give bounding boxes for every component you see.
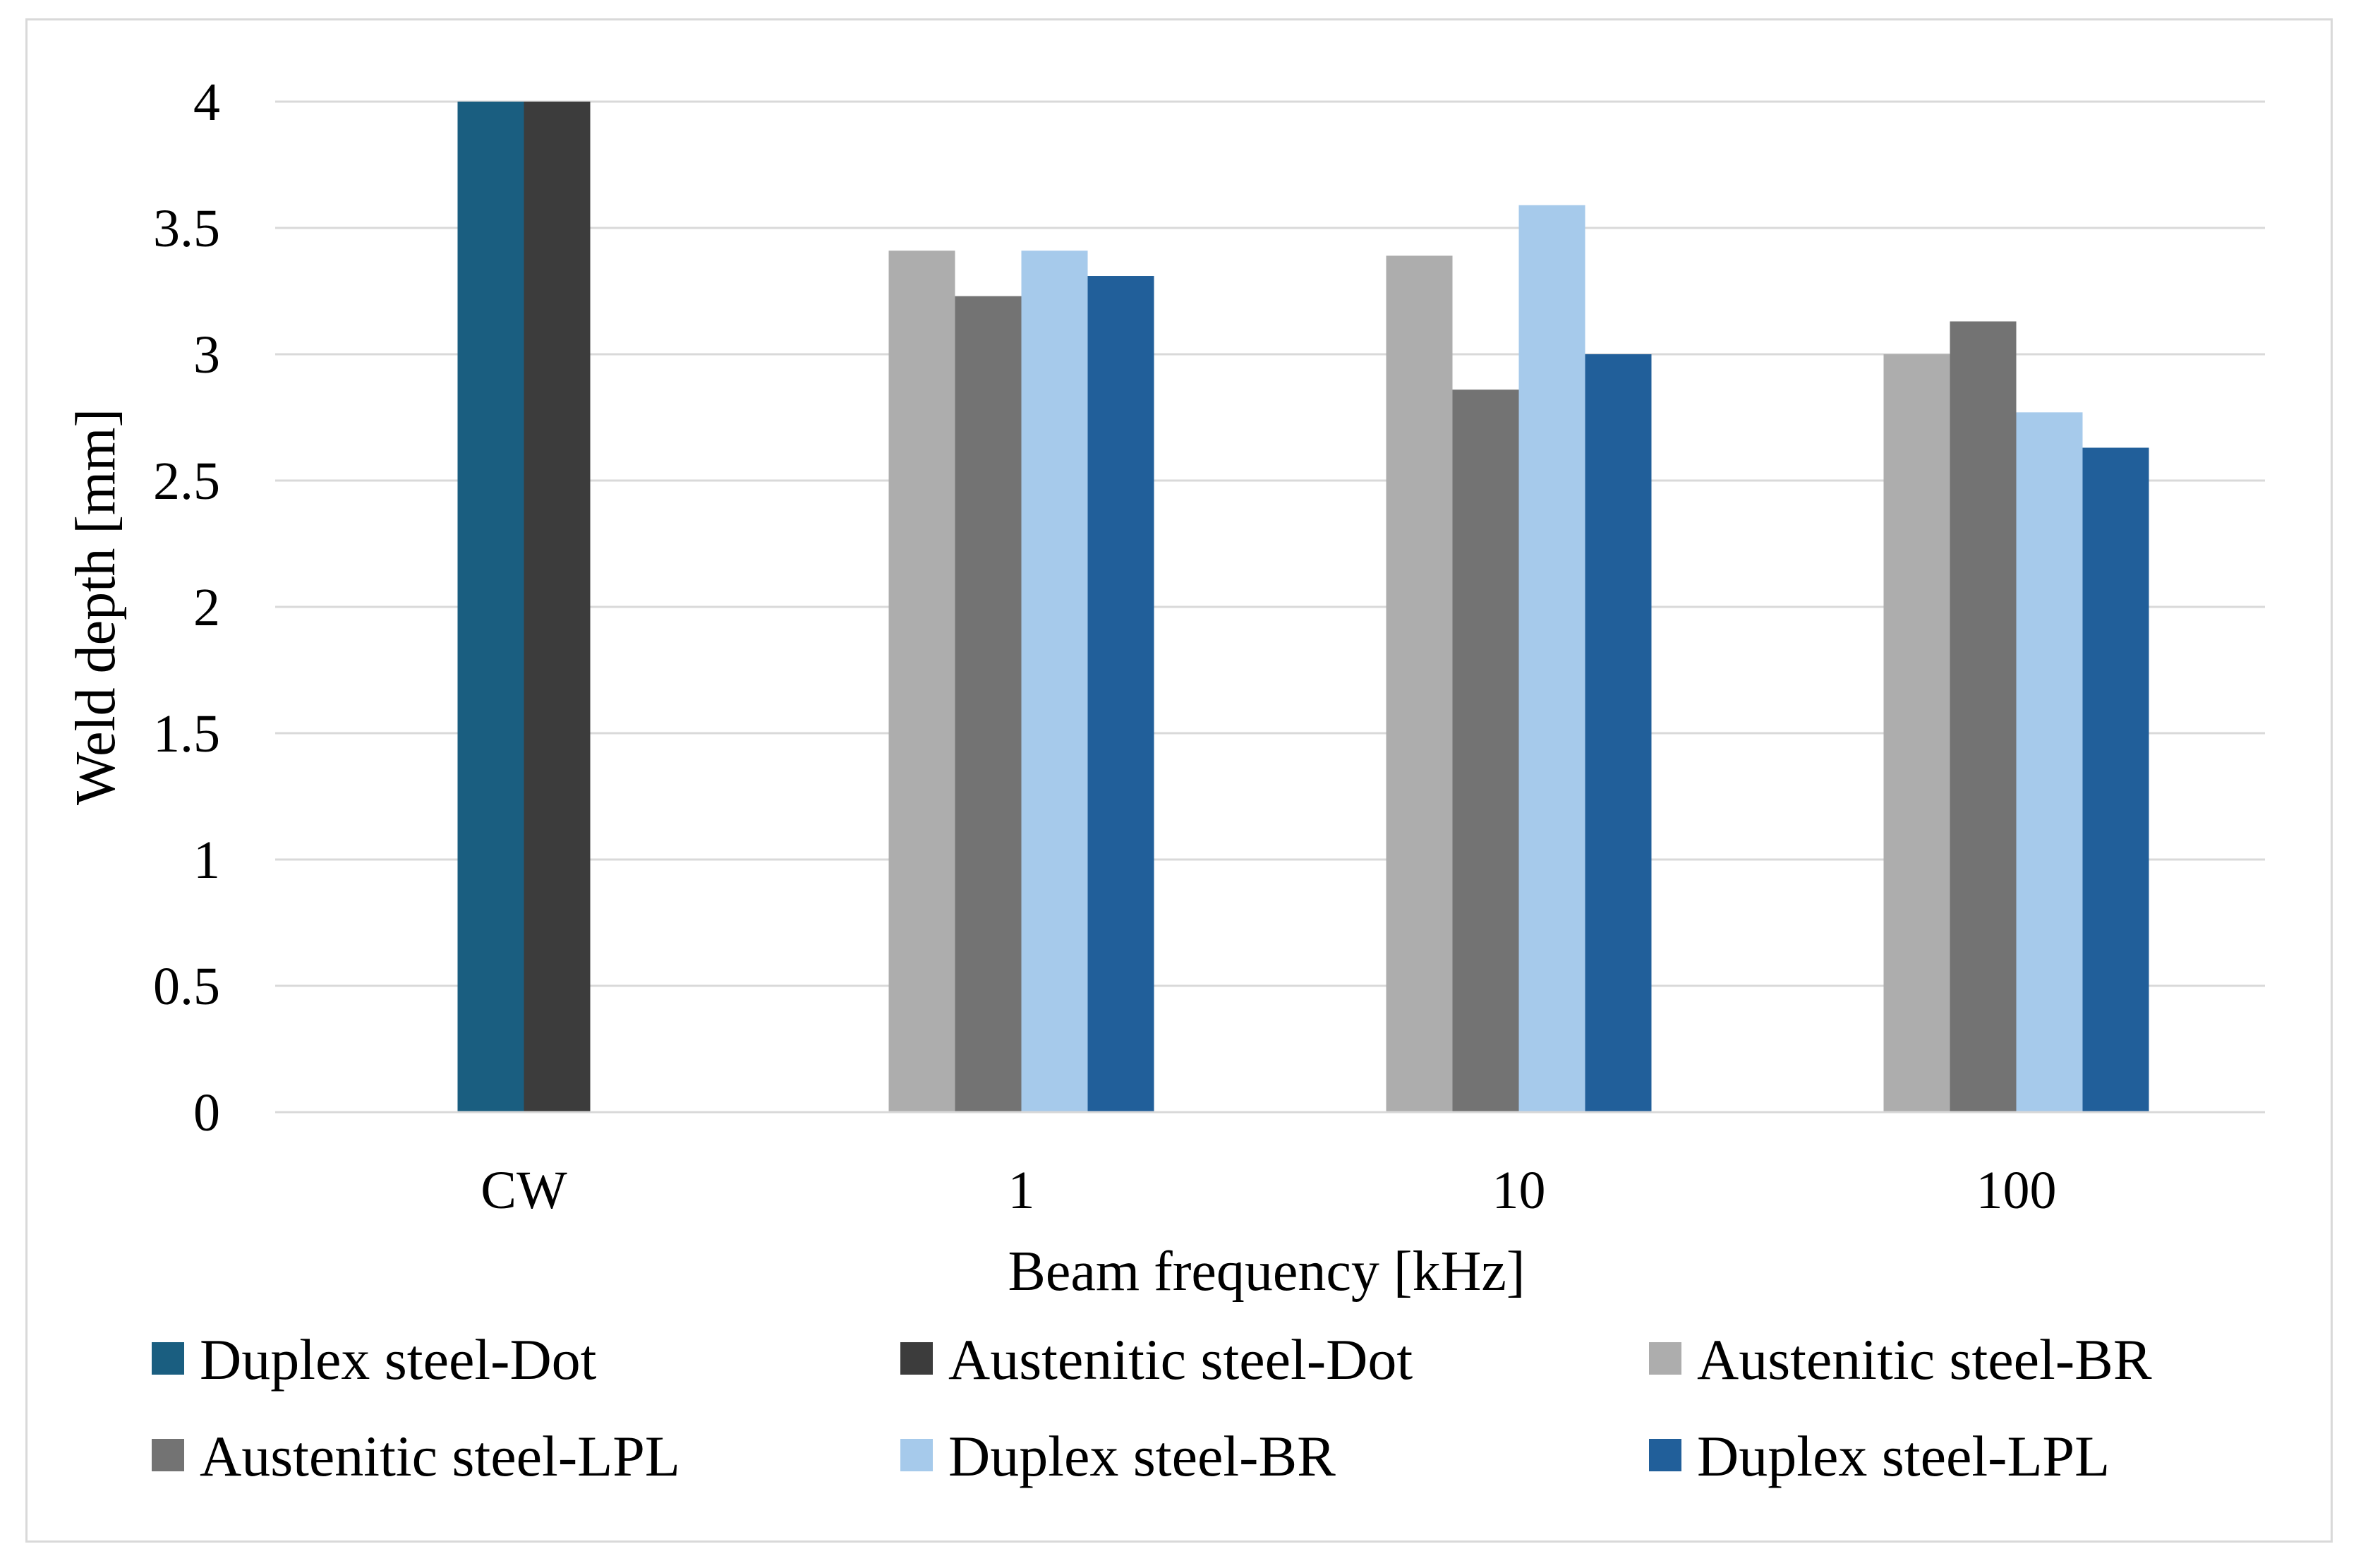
bar-austenitic-steel-br-100	[1883, 354, 1950, 1112]
bars	[457, 102, 2149, 1113]
y-tick-label: 1.5	[153, 704, 220, 764]
x-tick-label: 1	[1008, 1161, 1035, 1220]
y-tick-label: 1	[193, 831, 220, 890]
y-tick-label: 2	[193, 578, 220, 637]
bar-duplex-steel-br-1	[1021, 251, 1088, 1113]
x-tick-label: CW	[481, 1161, 567, 1220]
x-tick-label: 10	[1492, 1161, 1546, 1220]
legend-swatch	[900, 1439, 933, 1471]
legend-label: Duplex steel-BR	[948, 1424, 1336, 1488]
legend-label: Duplex steel-LPL	[1697, 1424, 2110, 1488]
bar-duplex-steel-br-100	[2016, 412, 2083, 1112]
legend-swatch	[1649, 1342, 1681, 1375]
bar-austenitic-steel-lpl-100	[1950, 321, 2017, 1113]
bar-duplex-steel-lpl-1	[1087, 276, 1154, 1112]
y-tick-label: 4	[193, 73, 220, 132]
bar-duplex-steel-br-10	[1518, 205, 1585, 1112]
legend-label: Duplex steel-Dot	[200, 1327, 597, 1392]
legend-label: Austenitic steel-BR	[1697, 1327, 2152, 1392]
y-tick-labels: 0 0.5 1 1.5 2 2.5 3 3.5 4	[153, 73, 220, 1142]
bar-austenitic-steel-lpl-10	[1452, 390, 1519, 1112]
y-axis-title: Weld depth [mm]	[65, 409, 127, 805]
legend-label: Austenitic steel-Dot	[948, 1327, 1413, 1392]
y-tick-label: 3	[193, 325, 220, 385]
bar-duplex-steel-dot-cw	[457, 102, 524, 1112]
legend-swatch	[900, 1342, 933, 1375]
y-tick-label: 3.5	[153, 199, 220, 258]
y-tick-label: 0.5	[153, 957, 220, 1016]
legend: Duplex steel-Dot Austenitic steel-Dot Aust…	[152, 1327, 2152, 1488]
bar-austenitic-steel-lpl-1	[955, 296, 1022, 1112]
bar-duplex-steel-lpl-100	[2082, 447, 2149, 1112]
x-tick-label: 100	[1976, 1161, 2057, 1220]
legend-swatch	[152, 1342, 184, 1375]
legend-swatch	[152, 1439, 184, 1471]
y-tick-label: 2.5	[153, 452, 220, 511]
bar-austenitic-steel-dot-cw	[524, 102, 591, 1112]
x-tick-labels: CW 1 10 100	[481, 1161, 2056, 1220]
bar-duplex-steel-lpl-10	[1585, 354, 1652, 1112]
legend-label: Austenitic steel-LPL	[200, 1424, 680, 1488]
y-tick-label: 0	[193, 1083, 220, 1142]
x-axis-title: Beam frequency [kHz]	[1008, 1241, 1526, 1303]
legend-swatch	[1649, 1439, 1681, 1471]
bar-austenitic-steel-br-1	[888, 251, 955, 1113]
bar-austenitic-steel-br-10	[1386, 255, 1453, 1112]
